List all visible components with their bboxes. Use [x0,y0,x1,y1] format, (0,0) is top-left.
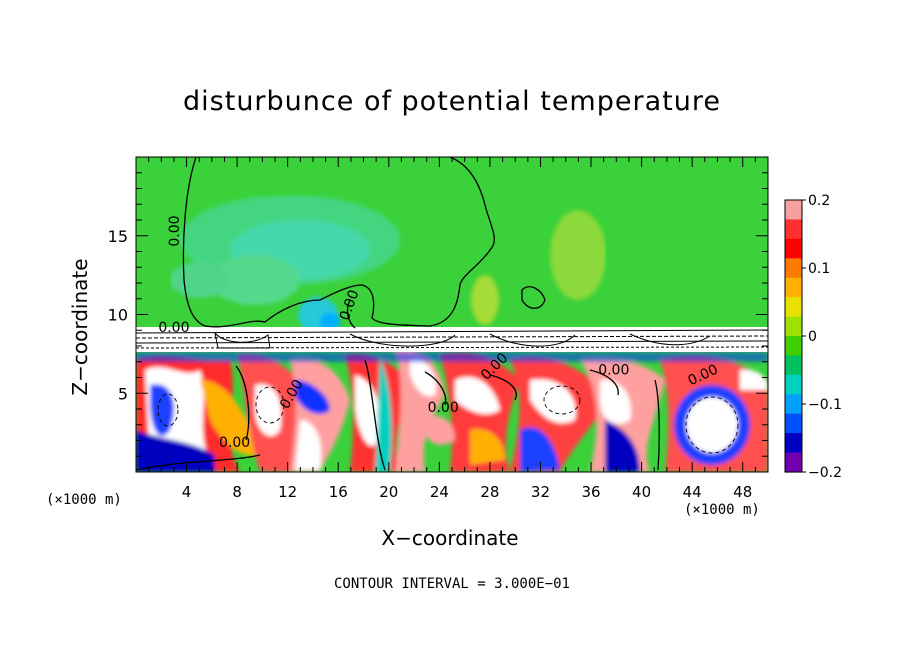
contour-label: 0.00 [598,362,629,378]
contour-interval-note: CONTOUR INTERVAL = 3.000E−01 [333,576,570,592]
x-axis-ticks: 4 8 12 16 20 24 28 32 36 40 44 48 [148,157,756,501]
colorbar-tick-label: −0.1 [808,397,842,413]
colorbar-tick-label: 0.1 [808,261,830,277]
colorbar-swatch [785,433,802,454]
y-tick-label: 15 [108,227,128,246]
x-tick-label: 28 [480,483,499,501]
colorbar-tick-label: 0.2 [808,193,830,209]
colorbar-tick-label: −0.2 [808,465,842,481]
x-tick-label: 32 [531,483,550,501]
x-unit-label-right: (×1000 m) [684,502,760,518]
x-tick-label: 12 [278,483,297,501]
x-tick-label: 36 [581,483,600,501]
colorbar-swatch [785,413,802,434]
contour-label: 0.00 [428,400,459,416]
colorbar-swatch [785,336,802,357]
upper-cool-anomaly [170,195,606,333]
zero-contour-lines [136,157,660,471]
y-tick-label: 10 [108,306,128,325]
colorbar-swatch [785,200,802,221]
contour-label: 0.00 [167,215,183,246]
x-tick-label: 24 [430,483,449,501]
contour-label: 0.00 [158,320,189,336]
x-tick-label: 40 [632,483,651,501]
x-tick-label: 4 [182,483,192,501]
y-axis-ticks: 5 10 15 [108,172,768,457]
colorbar-swatch [785,452,802,473]
x-tick-label: 8 [232,483,242,501]
colorbar-swatch [785,219,802,240]
colorbar-swatch [785,374,802,395]
x-axis-label: X−coordinate [381,526,519,550]
inversion-contours [136,329,768,349]
x-tick-label: 20 [379,483,398,501]
colorbar-swatch [785,277,802,298]
contour-label: 0.00 [219,435,250,451]
colorbar-swatch [785,355,802,376]
negative-contour-lines [157,385,739,454]
x-tick-label: 16 [329,483,348,501]
colorbar-tick-label: 0 [808,329,817,345]
colorbar-swatch [785,297,802,318]
heatmap-field [136,157,768,472]
colorbar-swatch [785,394,802,415]
y-tick-label: 5 [118,384,128,403]
colorbar-swatch [785,316,802,337]
x-tick-label: 44 [683,483,702,501]
colorbar: 0.2 0.1 0 −0.1 −0.2 [784,193,842,481]
x-unit-label-left: (×1000 m) [46,492,122,508]
chart-title: disturbunce of potential temperature [183,86,721,117]
colorbar-swatch [785,258,802,279]
colorbar-swatch [785,238,802,259]
x-tick-label: 48 [733,483,752,501]
